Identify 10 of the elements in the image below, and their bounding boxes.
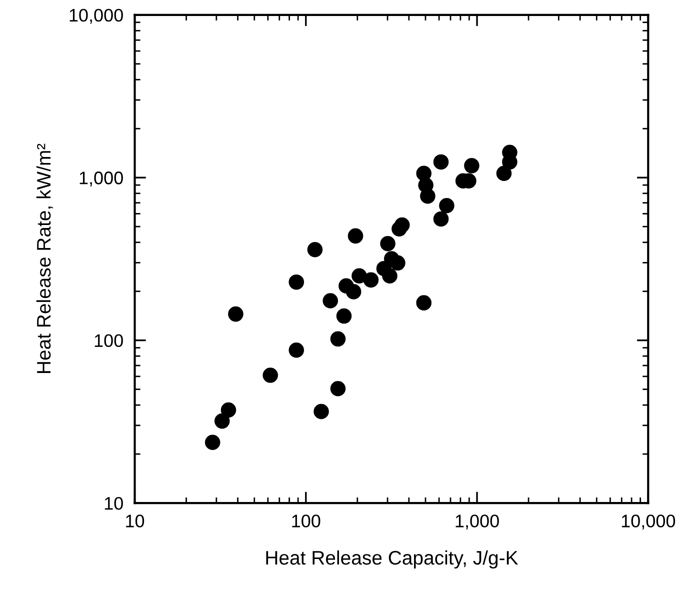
x-axis-title: Heat Release Capacity, J/g-K <box>266 550 518 569</box>
y-axis-title: Heat Release Rate, kW/m² <box>36 144 53 373</box>
x-tick-label: 10 <box>126 514 144 528</box>
y-tick-label: 10 <box>104 496 123 510</box>
x-tick-label: 10,000 <box>622 514 676 530</box>
y-tick-label: 1,000 <box>80 172 123 186</box>
y-tick-label: 100 <box>94 334 123 348</box>
x-tick-label: 100 <box>292 514 320 528</box>
x-tick-label: 1,000 <box>456 514 499 530</box>
y-tick-label: 10,000 <box>70 8 123 24</box>
